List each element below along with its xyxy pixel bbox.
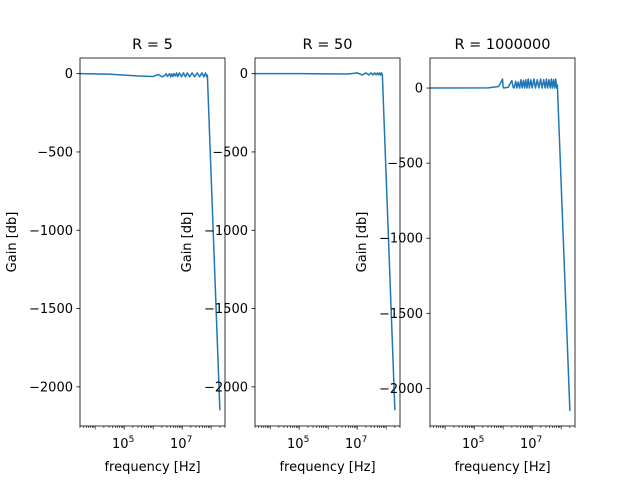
y-tick-label: −1000	[204, 224, 248, 239]
chart-panel-2: 0 −500 −1000 −1500 −2000 105 107 R = 50 frequenc…	[180, 37, 401, 475]
y-tick-label: −2000	[204, 380, 248, 395]
chart-panel-1: 0 −500 −1000 −1500 −2000 105 107 R = 5 frequency…	[5, 37, 226, 475]
y-tick-label: −1500	[29, 302, 73, 317]
y-axis-label: Gain [db]	[355, 212, 370, 273]
x-tick-label: 105	[287, 435, 309, 452]
y-tick-label: −2000	[379, 382, 423, 397]
x-tick-label: 107	[170, 435, 192, 452]
gain-series-line	[80, 72, 221, 411]
y-tick-label: 0	[65, 67, 73, 82]
y-tick-label: 0	[415, 82, 423, 97]
axes-frame	[429, 57, 576, 427]
x-tick-label: 105	[462, 435, 484, 452]
y-tick-label: −1500	[379, 307, 423, 322]
y-axis-label: Gain [db]	[180, 212, 195, 273]
x-axis-label: frequency [Hz]	[454, 460, 550, 475]
y-tick-label: −1000	[379, 232, 423, 247]
x-axis-label: frequency [Hz]	[104, 460, 200, 475]
y-axis-label: Gain [db]	[5, 212, 20, 273]
y-tick-label: −500	[212, 145, 248, 160]
axes-frame	[79, 57, 226, 427]
gain-series-line	[255, 72, 396, 411]
gain-series-line	[430, 78, 571, 412]
x-tick-label: 107	[345, 435, 367, 452]
y-tick-label: −2000	[29, 380, 73, 395]
chart-panel-3: 0 −500 −1000 −1500 −2000 105 107 R = 1000000 fre…	[355, 37, 576, 475]
x-tick-label: 105	[112, 435, 134, 452]
y-tick-label: −1500	[204, 302, 248, 317]
x-axis-label: frequency [Hz]	[279, 460, 375, 475]
y-tick-label: −500	[387, 157, 423, 172]
chart-title: R = 5	[132, 37, 173, 53]
chart-title: R = 50	[303, 37, 353, 53]
axes-frame	[254, 57, 401, 427]
x-tick-label: 107	[520, 435, 542, 452]
y-tick-label: −1000	[29, 224, 73, 239]
chart-title: R = 1000000	[454, 37, 550, 53]
y-tick-label: −500	[37, 145, 73, 160]
y-tick-label: 0	[240, 67, 248, 82]
